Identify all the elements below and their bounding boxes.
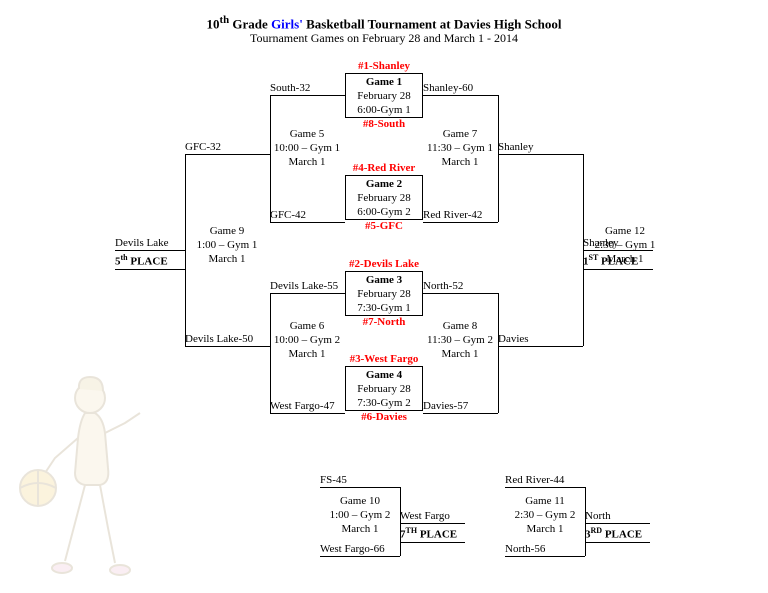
edge-westfargo47: West Fargo-47 <box>270 400 345 414</box>
title-prefix: 10 <box>207 16 220 31</box>
game-4-l2: 7:30-Gym 2 <box>346 397 422 411</box>
game-11-l2: March 1 <box>507 523 583 537</box>
game-9-l2: March 1 <box>187 253 267 267</box>
seed-7: #7-North <box>345 316 423 328</box>
game-2-l2: 6:00-Gym 2 <box>346 206 422 220</box>
game-5-label: Game 5 10:00 – Gym 1 March 1 <box>272 128 342 169</box>
game-1-title: Game 1 <box>346 76 422 90</box>
game-6-label: Game 6 10:00 – Gym 2 March 1 <box>272 320 342 361</box>
edge-shanley60: Shanley-60 <box>423 82 498 96</box>
page-title: 10th Grade Girls' Basketball Tournament … <box>0 14 768 32</box>
seed-2: #2-Devils Lake <box>345 258 423 270</box>
edge-devilslake50: Devils Lake-50 <box>185 333 270 347</box>
game-4-l1: February 28 <box>346 383 422 397</box>
game-7-l1: 11:30 – Gym 1 <box>425 142 495 156</box>
seed-1: #1-Shanley <box>345 60 423 72</box>
vline-g8 <box>498 293 499 413</box>
game-11-label: Game 11 2:30 – Gym 2 March 1 <box>507 495 583 536</box>
game-3-box: Game 3 February 28 7:30-Gym 1 <box>345 271 423 316</box>
place-7th: 7TH PLACE <box>400 526 465 543</box>
edge-devilslake55: Devils Lake-55 <box>270 280 345 294</box>
game-6-title: Game 6 <box>272 320 342 334</box>
game-10-label: Game 10 1:00 – Gym 2 March 1 <box>322 495 398 536</box>
edge-devilslake: Devils Lake <box>115 237 185 251</box>
game-3-title: Game 3 <box>346 274 422 288</box>
seed-6: #6-Davies <box>345 411 423 423</box>
place-1st: 1ST PLACE <box>583 253 653 270</box>
tournament-bracket: 10th Grade Girls' Basketball Tournament … <box>0 0 768 593</box>
vline-g5 <box>270 95 271 222</box>
vline-g7 <box>498 95 499 222</box>
game-2-box: Game 2 February 28 6:00-Gym 2 <box>345 175 423 220</box>
edge-north: North <box>585 510 650 524</box>
game-10-l2: March 1 <box>322 523 398 537</box>
game-4-box: Game 4 February 28 7:30-Gym 2 <box>345 366 423 411</box>
game-2-title: Game 2 <box>346 178 422 192</box>
place-5th: 5th PLACE <box>115 253 185 270</box>
game-11-l1: 2:30 – Gym 2 <box>507 509 583 523</box>
game-8-title: Game 8 <box>425 320 495 334</box>
edge-redriver44: Red River-44 <box>505 474 585 488</box>
game-9-label: Game 9 1:00 – Gym 1 March 1 <box>187 225 267 266</box>
game-10-l1: 1:00 – Gym 2 <box>322 509 398 523</box>
game-6-l2: March 1 <box>272 348 342 362</box>
page-subtitle: Tournament Games on February 28 and Marc… <box>0 31 768 46</box>
game-10-title: Game 10 <box>322 495 398 509</box>
title-girls: Girls' <box>271 16 303 31</box>
p5-s: th <box>121 253 128 262</box>
edge-south32: South-32 <box>270 82 345 96</box>
edge-gfc42: GFC-42 <box>270 209 345 223</box>
p1-t: PLACE <box>598 256 638 268</box>
seed-4: #4-Red River <box>345 162 423 174</box>
edge-gfc32: GFC-32 <box>185 141 270 155</box>
seed-3: #3-West Fargo <box>345 353 423 365</box>
game-7-title: Game 7 <box>425 128 495 142</box>
seed-5: #5-GFC <box>345 220 423 232</box>
edge-davies57: Davies-57 <box>423 400 498 414</box>
edge-fs45: FS-45 <box>320 474 400 488</box>
edge-shanley2: Shanley <box>583 237 653 251</box>
game-8-l1: 11:30 – Gym 2 <box>425 334 495 348</box>
edge-westfargo66: West Fargo-66 <box>320 543 400 557</box>
game-1-box: Game 1 February 28 6:00-Gym 1 <box>345 73 423 118</box>
game-9-title: Game 9 <box>187 225 267 239</box>
edge-shanley: Shanley <box>498 141 583 155</box>
game-8-l2: March 1 <box>425 348 495 362</box>
p3-t: PLACE <box>602 529 642 541</box>
title-rest: Basketball Tournament at Davies High Sch… <box>303 16 562 31</box>
game-7-l2: March 1 <box>425 156 495 170</box>
basketball-player-icon <box>0 363 160 593</box>
game-4-title: Game 4 <box>346 369 422 383</box>
game-11-title: Game 11 <box>507 495 583 509</box>
game-2-l1: February 28 <box>346 192 422 206</box>
vline-g6 <box>270 293 271 413</box>
game-3-l1: February 28 <box>346 288 422 302</box>
edge-davies: Davies <box>498 333 583 347</box>
edge-redriver42: Red River-42 <box>423 209 498 223</box>
game-7-label: Game 7 11:30 – Gym 1 March 1 <box>425 128 495 169</box>
place-3rd: 3RD PLACE <box>585 526 650 543</box>
edge-westfargo: West Fargo <box>400 510 465 524</box>
title-sup: th <box>220 14 230 26</box>
seed-8: #8-South <box>345 118 423 130</box>
p7-t: PLACE <box>417 529 457 541</box>
game-1-l1: February 28 <box>346 90 422 104</box>
game-8-label: Game 8 11:30 – Gym 2 March 1 <box>425 320 495 361</box>
title-mid: Grade <box>229 16 271 31</box>
game-6-l1: 10:00 – Gym 2 <box>272 334 342 348</box>
game-3-l2: 7:30-Gym 1 <box>346 302 422 316</box>
game-9-l1: 1:00 – Gym 1 <box>187 239 267 253</box>
game-1-l2: 6:00-Gym 1 <box>346 104 422 118</box>
edge-north56: North-56 <box>505 543 585 557</box>
edge-north52: North-52 <box>423 280 498 294</box>
p7-s: TH <box>406 526 418 535</box>
p5-t: PLACE <box>128 256 168 268</box>
p3-s: RD <box>591 526 603 535</box>
vline-g9 <box>185 154 186 346</box>
p1-s: ST <box>589 253 599 262</box>
game-5-l1: 10:00 – Gym 1 <box>272 142 342 156</box>
game-5-l2: March 1 <box>272 156 342 170</box>
game-5-title: Game 5 <box>272 128 342 142</box>
